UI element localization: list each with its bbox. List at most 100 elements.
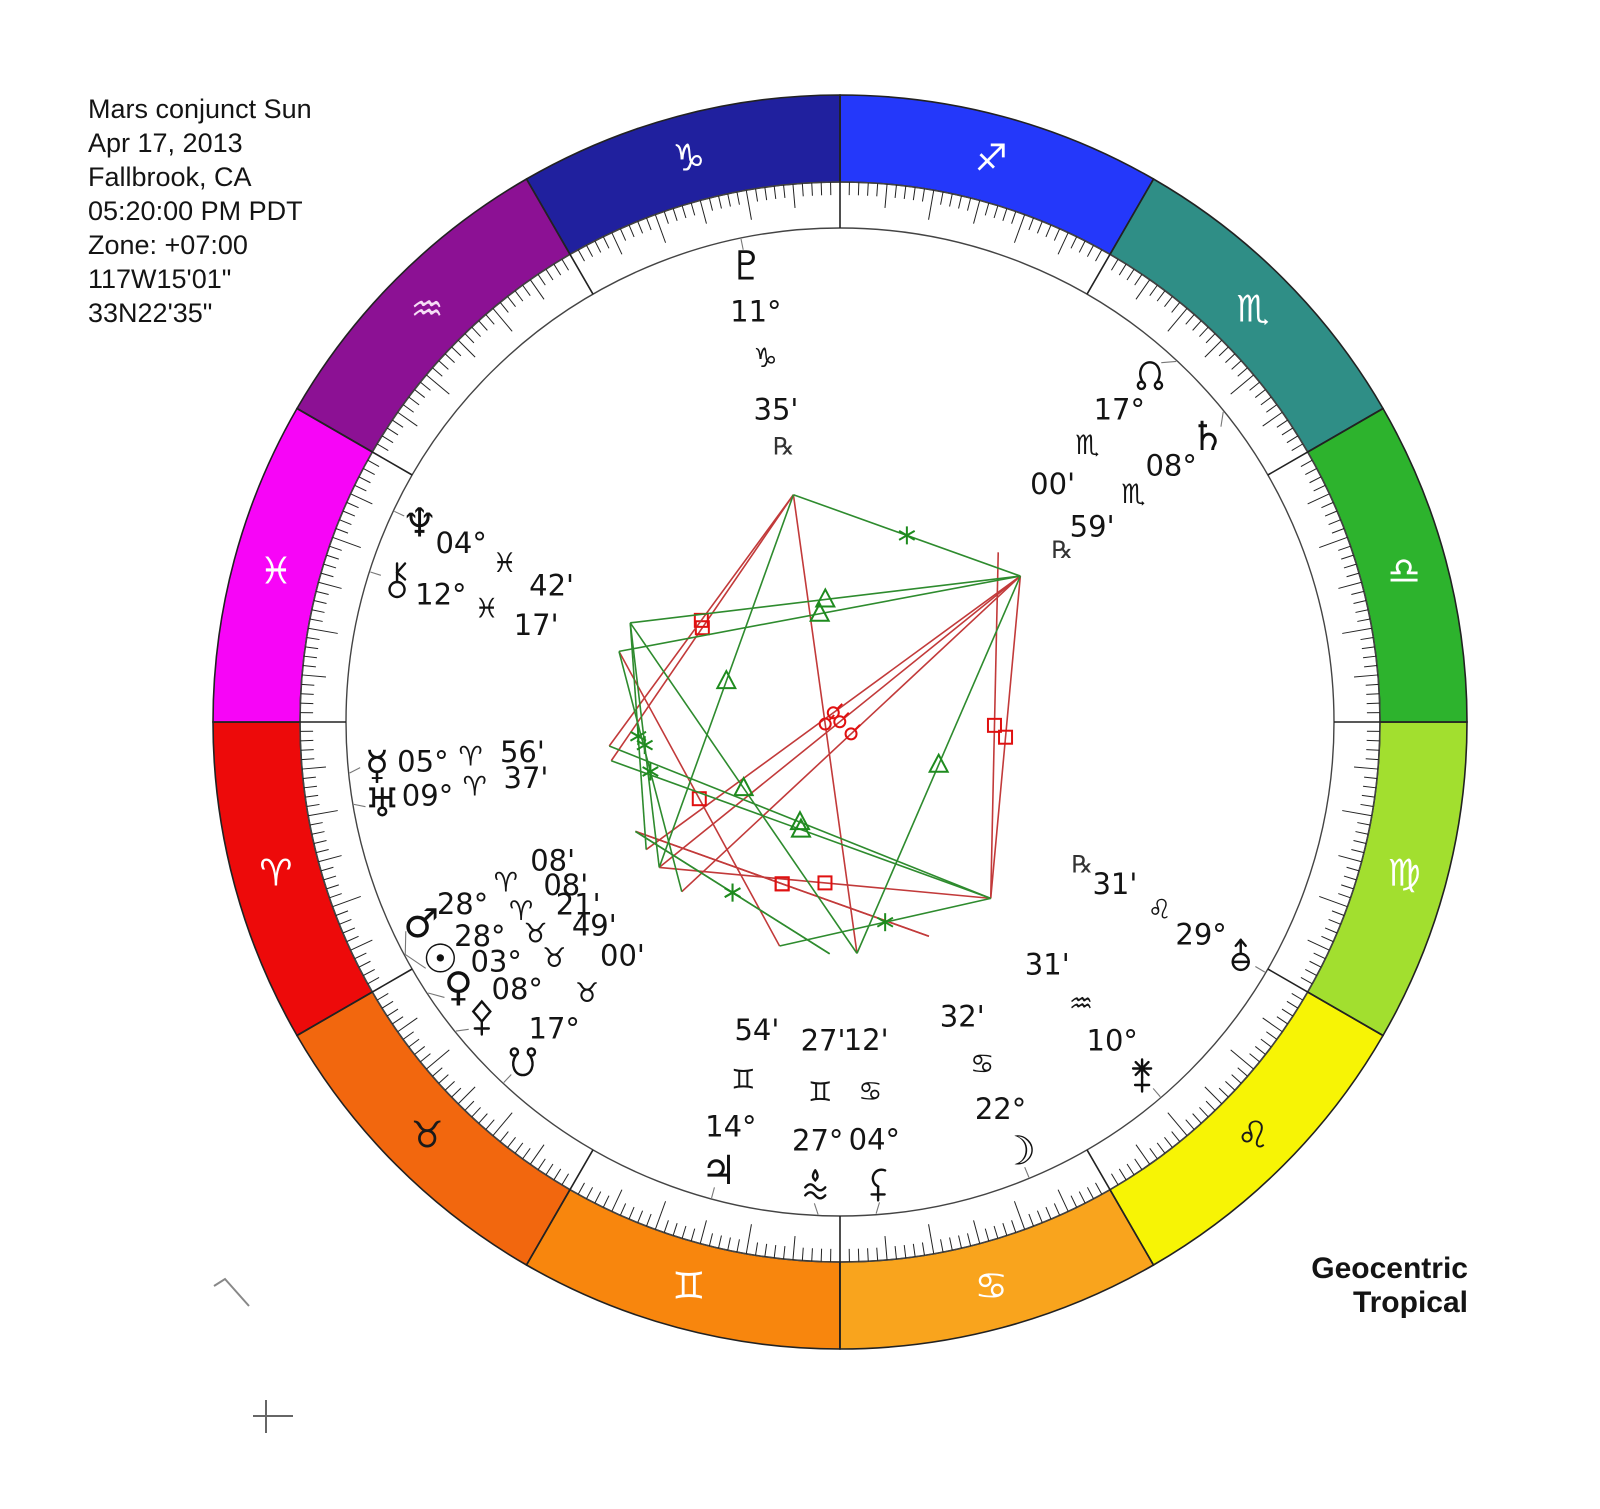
degree-tick [1149, 284, 1158, 296]
degree-tick [1324, 510, 1338, 517]
degree-tick [1078, 1191, 1086, 1204]
degree-tick [611, 1189, 623, 1212]
degree-tick [940, 1239, 944, 1253]
sign-glyph-leo: ♌ [1236, 1113, 1269, 1156]
degree-tick [894, 1246, 897, 1260]
sign-boundary-line [1267, 968, 1384, 1037]
planet-pointer-saturn [1220, 411, 1224, 427]
degree-tick [912, 1243, 916, 1257]
chart-geo-latitude: 33N22'35" [88, 298, 213, 328]
planet-glyph-moon: ☽ [1000, 1129, 1036, 1175]
chart-location: Fallbrook, CA [88, 162, 252, 192]
degree-tick [420, 381, 431, 391]
degree-tick [303, 785, 317, 789]
sign-boundary-line [525, 178, 594, 295]
planet-glyph-pallas [471, 999, 492, 1036]
planet-minute-mercury: 56' [500, 735, 545, 769]
sign-boundary-line [1086, 1149, 1155, 1266]
degree-tick [654, 214, 667, 243]
degree-tick [522, 1148, 531, 1160]
degree-tick [1057, 1189, 1069, 1212]
degree-tick [1353, 766, 1378, 770]
degree-tick [1364, 665, 1378, 668]
degree-tick [940, 191, 944, 205]
planet-minute-juno: 31' [1025, 948, 1070, 982]
sign-glyph-libra: ♎ [1388, 549, 1421, 592]
degree-tick [727, 193, 731, 207]
degree-tick [444, 1081, 455, 1091]
degree-tick [1338, 581, 1362, 589]
aspect-line-juno-square-north-node [989, 552, 1000, 899]
degree-tick [354, 952, 367, 960]
degree-tick [1266, 404, 1278, 413]
degree-tick [1126, 1163, 1135, 1176]
degree-tick [1307, 939, 1330, 951]
degree-tick [342, 927, 356, 934]
planet-glyph-transpluto [1231, 938, 1250, 972]
aspect-glyph-square [998, 729, 1014, 745]
planet-minute-chiron: 17' [514, 608, 559, 642]
planet-pointer-neptune [394, 510, 405, 517]
degree-tick [801, 1247, 804, 1261]
aspect-glyph-trine [814, 587, 836, 608]
degree-tick [1353, 840, 1367, 844]
degree-tick [1351, 849, 1365, 854]
degree-tick [529, 1144, 545, 1165]
degree-tick [432, 367, 443, 377]
degree-tick [1237, 1067, 1248, 1077]
degree-tick [444, 353, 455, 363]
degree-tick [1355, 831, 1369, 835]
degree-tick [672, 208, 678, 221]
degree-tick [492, 1112, 513, 1136]
aspect-glyph-opposition [818, 714, 835, 731]
degree-tick [300, 693, 314, 695]
planet-minute-neptune: 42' [529, 569, 574, 603]
planet-pointer-pluto [740, 238, 744, 250]
degree-tick [755, 1242, 759, 1256]
sign-glyph-gemini: ♊ [672, 1265, 705, 1308]
degree-tick [1205, 333, 1216, 344]
degree-tick [1341, 554, 1354, 560]
degree-tick [464, 333, 475, 344]
degree-tick [699, 1220, 707, 1244]
degree-tick [1262, 411, 1283, 427]
degree-tick [457, 339, 476, 358]
aspect-glyph-trine [809, 601, 831, 622]
degree-tick [376, 443, 389, 452]
degree-tick [545, 268, 554, 281]
degree-tick [1313, 952, 1326, 960]
planet-degree-venus: 03° [470, 944, 521, 978]
degree-tick [302, 776, 316, 779]
planet-sign-sun: ♈ [509, 896, 533, 927]
degree-tick [1300, 977, 1313, 985]
degree-tick [973, 200, 981, 224]
degree-tick [311, 609, 325, 613]
degree-tick [306, 803, 320, 807]
degree-tick [346, 501, 359, 509]
planet-pointer-uranus [353, 803, 366, 808]
sign-boundary-line [1267, 407, 1384, 476]
degree-tick [984, 202, 990, 216]
sign-boundary-line [296, 968, 413, 1037]
degree-tick [362, 968, 375, 976]
degree-tick [602, 236, 610, 249]
degree-tick [1305, 968, 1318, 976]
degree-tick [1028, 217, 1034, 231]
degree-tick [397, 411, 418, 427]
degree-tick [381, 435, 394, 444]
degree-tick [320, 866, 334, 872]
degree-tick [451, 1087, 462, 1098]
degree-tick [718, 195, 722, 209]
degree-tick [313, 840, 327, 844]
degree-tick [1276, 419, 1288, 428]
degree-tick [654, 1201, 667, 1230]
planet-pointer-mercury [349, 767, 361, 774]
degree-tick [718, 1235, 722, 1249]
sign-glyph-aquarius: ♒ [410, 288, 443, 331]
degree-tick [928, 190, 935, 220]
degree-tick [318, 855, 342, 863]
planet-minute-north-node: 00' [1030, 467, 1075, 501]
degree-tick [1338, 855, 1362, 863]
degree-tick [408, 396, 420, 406]
aspect-line-venus-opposition-saturn [645, 575, 1021, 851]
